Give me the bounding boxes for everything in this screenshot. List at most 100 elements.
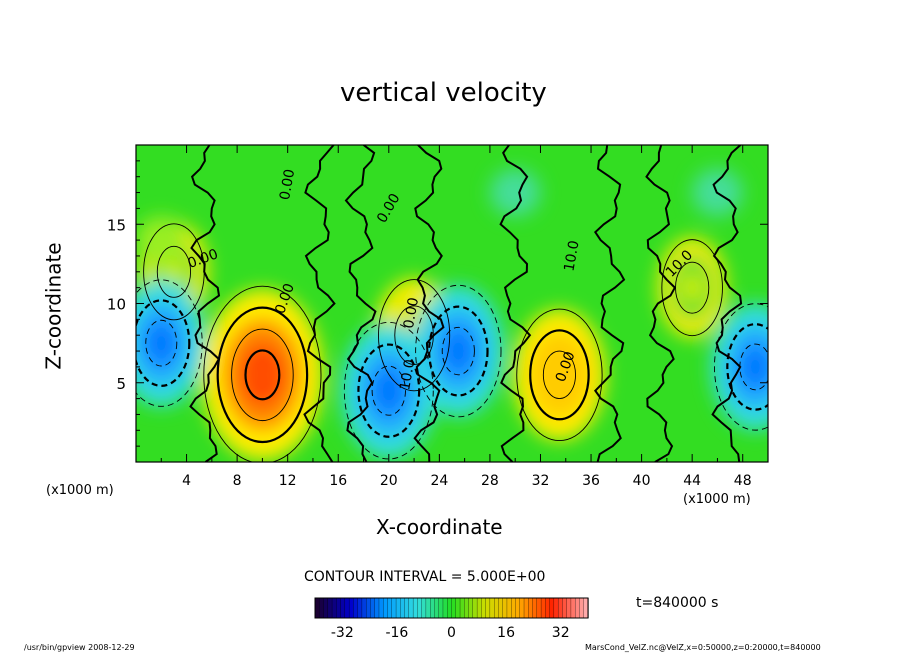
y-tick-label: 5 <box>116 375 126 393</box>
colorbar-bin <box>489 597 495 619</box>
contour-label: 10.0 <box>397 358 418 391</box>
x-unit-right: (x1000 m) <box>683 492 751 507</box>
colorbar-bin <box>400 597 406 619</box>
colorbar-bin <box>417 597 423 619</box>
field-cell-peak <box>145 320 177 366</box>
contour-negative <box>136 299 191 387</box>
colorbar-bin <box>575 597 581 619</box>
contour-negative <box>714 303 768 431</box>
colorbar-bin <box>455 597 461 619</box>
x-tick-label: 32 <box>532 473 550 489</box>
contour-positive <box>244 349 281 401</box>
footer-left: /usr/bin/gpview 2008-12-29 <box>24 643 135 652</box>
colorbar-bin <box>438 597 444 619</box>
colorbar-tick-label: 16 <box>497 625 515 641</box>
x-unit-left: (x1000 m) <box>46 483 114 498</box>
colorbar-bin <box>370 597 376 619</box>
x-tick-label: 12 <box>279 473 297 489</box>
y-axis-label: Z-coordinate <box>41 242 66 370</box>
contour-label: 10.0 <box>561 239 582 272</box>
contour-negative <box>415 284 502 418</box>
contour-negative <box>145 319 178 367</box>
contour-positive <box>516 308 603 442</box>
colorbar-bin <box>340 597 346 619</box>
colorbar-bin <box>498 597 504 619</box>
x-tick-label: 48 <box>734 473 752 489</box>
contour-zero <box>189 145 221 462</box>
field-cell-peak <box>442 328 475 375</box>
colorbar-tick-label: -16 <box>385 625 408 641</box>
colorbar-bin <box>494 597 500 619</box>
colorbar-bin <box>391 597 397 619</box>
field-cell-peak <box>543 351 576 398</box>
contour-positive <box>156 245 192 298</box>
field-patch <box>136 216 187 264</box>
contour-negative <box>371 365 406 416</box>
x-tick-label: 4 <box>182 473 191 489</box>
contour-interval: CONTOUR INTERVAL = 5.000E+00 <box>304 569 546 585</box>
contour-zero <box>413 145 445 462</box>
footer-right: MarsCond_VelZ.nc@VelZ,x=0:50000,z=0:2000… <box>585 643 821 652</box>
field-cell-max <box>251 355 274 394</box>
contour-positive <box>661 239 723 337</box>
x-tick-label: 28 <box>481 473 499 489</box>
chart-title: vertical velocity <box>340 78 547 108</box>
contour-label: 0.00 <box>277 168 298 201</box>
x-tick-label: 24 <box>430 473 448 489</box>
colorbar-bin <box>404 597 410 619</box>
contour-positive <box>203 285 322 462</box>
colorbar-bin <box>540 597 546 619</box>
contour-negative <box>441 326 475 376</box>
colorbar-bin <box>387 597 393 619</box>
colorbar-bin <box>425 597 431 619</box>
colorbar-bin <box>336 597 342 619</box>
x-tick-label: 40 <box>633 473 651 489</box>
colorbar-bin <box>502 597 508 619</box>
field-cell-peak <box>739 344 768 390</box>
contour-negative <box>343 321 434 460</box>
contour-negative <box>428 305 489 397</box>
colorbar-bin <box>378 597 384 619</box>
colorbar-bin <box>472 597 478 619</box>
x-tick-label: 8 <box>233 473 242 489</box>
contour-negative <box>357 343 421 438</box>
colorbar-bin <box>408 597 414 619</box>
colorbar-bin <box>566 597 572 619</box>
colorbar-bin <box>361 597 367 619</box>
colorbar-bin <box>579 597 585 619</box>
colorbar-bin <box>430 597 436 619</box>
colorbar-bin <box>549 597 555 619</box>
colorbar-bin <box>323 597 329 619</box>
field-cell-peak <box>372 366 406 415</box>
colorbar-bin <box>366 597 372 619</box>
contour-zero <box>645 145 677 462</box>
colorbar-bin <box>476 597 483 619</box>
colorbar-bin <box>562 597 568 619</box>
y-tick-label: 15 <box>107 216 126 234</box>
colorbar-bin <box>395 597 401 619</box>
colorbar-bin <box>353 597 359 619</box>
colorbar-bin <box>468 597 474 619</box>
colorbar-bin <box>464 597 470 619</box>
colorbar-bin <box>357 597 363 619</box>
colorbar-bin <box>532 597 538 619</box>
x-axis-label: X-coordinate <box>376 515 503 539</box>
contour-zero <box>303 145 336 462</box>
contour-zero <box>593 145 626 462</box>
colorbar-bin <box>459 597 465 619</box>
contour-positive <box>216 306 309 444</box>
colorbar-tick-label: 32 <box>552 625 570 641</box>
colorbar-bin <box>545 597 551 619</box>
colorbar-bin <box>374 597 380 619</box>
field-patch <box>489 168 541 217</box>
x-tick-label: 16 <box>329 473 347 489</box>
colorbar-bin <box>519 597 525 619</box>
x-tick-label: 36 <box>582 473 600 489</box>
colorbar-bin <box>570 597 576 619</box>
colorbar-bin <box>528 597 534 619</box>
contour-negative <box>726 323 768 411</box>
colorbar-bin <box>348 597 355 619</box>
contour-positive <box>542 350 576 399</box>
contour-zero <box>499 145 532 462</box>
